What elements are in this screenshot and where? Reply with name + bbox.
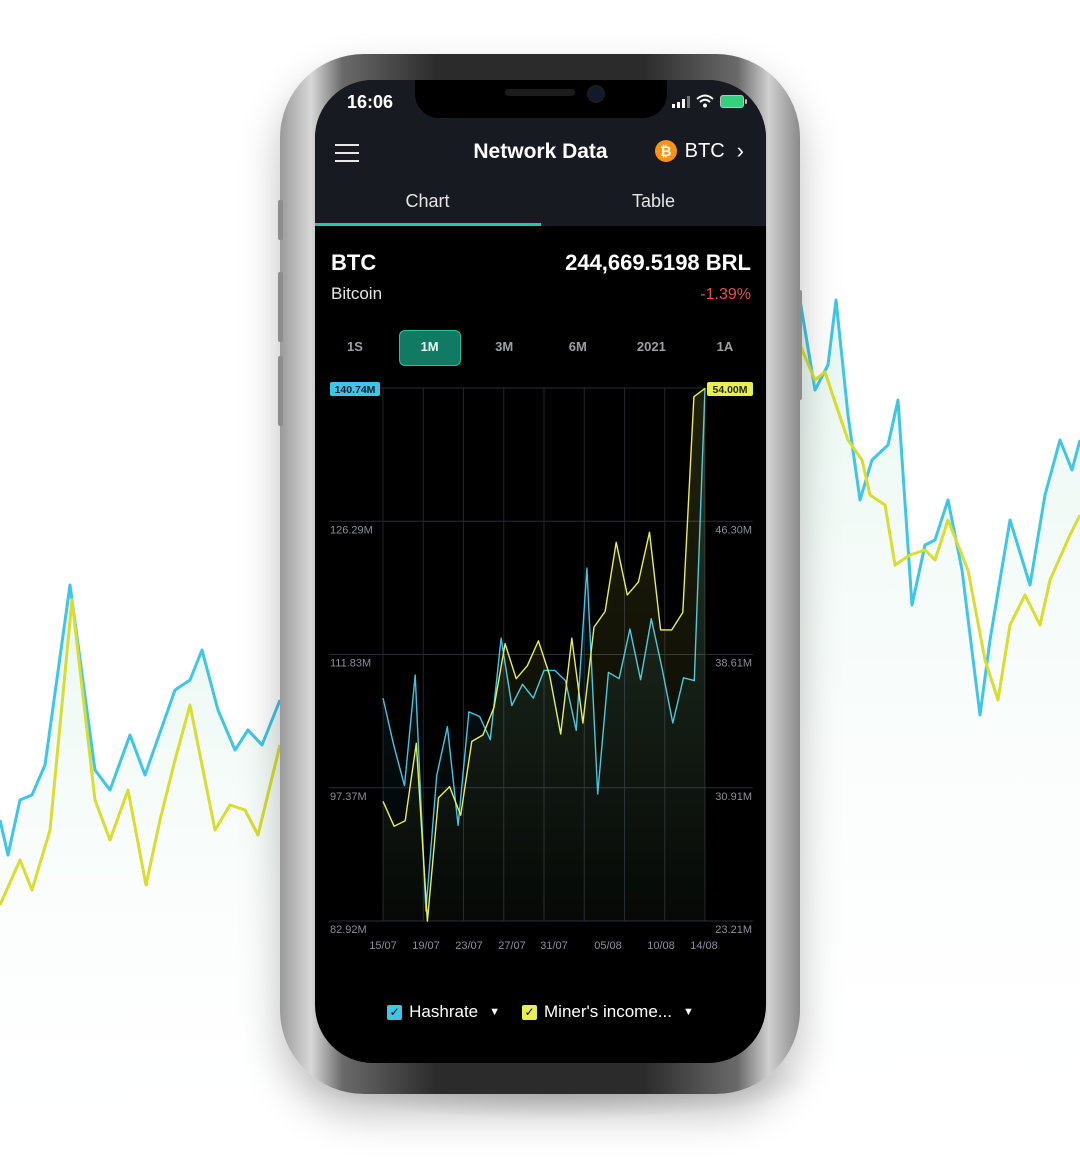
active-tab-indicator [315,223,541,226]
period-button-6m[interactable]: 6M [568,339,587,354]
background-line-left-blue [0,583,282,857]
left-axis-tick-label: 126.29M [330,524,373,536]
background-line-right-blue [798,298,1080,717]
right-max-badge-bg [707,382,753,396]
tab-chart[interactable]: Chart [405,191,450,211]
phone-power-button [797,290,802,400]
status-icons [672,94,747,108]
background-line-right-yellow [798,344,1080,702]
period-button-3m[interactable]: 3M [495,339,514,354]
cellular-signal-icon [672,96,690,108]
background-line-left-yellow [0,598,282,906]
legend-label-hashrate: Hashrate [409,1002,479,1021]
legend-label-miners-income: Miner's income... [544,1002,672,1021]
coin-price: 244,669.5198 BRL [565,250,751,275]
phone-mute-switch [278,200,283,240]
left-axis-tick-label: 82.92M [330,924,367,936]
right-axis-tick-label: 23.21M [715,924,752,936]
series-area-miners-income [383,388,705,922]
x-axis-tick-label: 14/08 [690,940,718,952]
left-axis-tick-label: 111.83M [330,658,371,670]
bitcoin-icon: ₿ [654,140,677,162]
left-axis-tick-label: 97.37M [330,791,367,803]
right-max-badge: 54.00M [707,382,753,396]
left-max-badge: 140.74M [330,382,380,396]
legend-item-hashrate[interactable]: ✓ Hashrate ▼ [387,1002,500,1022]
background-area-right [800,300,1080,1164]
right-axis-tick-label: 46.30M [715,524,752,536]
phone-speaker [505,89,575,96]
x-axis-tick-label: 15/07 [369,940,397,952]
phone-volume-down-button [278,356,283,426]
phone-notch [415,80,667,118]
coin-symbol: BTC [331,250,377,275]
chart-legend: ✓ Hashrate ▼ ✓ Miner's income... ▼ [315,1002,766,1022]
x-axis-tick-label: 05/08 [594,940,622,952]
phone-volume-up-button [278,272,283,342]
chevron-right-icon: › [736,138,744,163]
right-axis-tick-label: 30.91M [715,791,752,803]
view-tabs: Chart Table [315,180,766,226]
period-button-1s[interactable]: 1S [347,339,363,354]
x-axis-tick-label: 19/07 [412,940,440,952]
x-axis-tick-label: 23/07 [455,940,483,952]
checkbox-checked-icon[interactable]: ✓ [522,1004,538,1020]
caret-down-icon[interactable]: ▼ [489,1006,501,1018]
tab-table[interactable]: Table [631,191,676,211]
left-max-badge-label: 140.74M [335,384,376,396]
period-button-2021[interactable]: 2021 [636,339,666,354]
x-axis-tick-label: 10/08 [647,940,675,952]
right-axis-tick-label: 38.61M [715,658,752,670]
background-area-left [0,585,280,1164]
period-selector: 1S 1M 3M 6M 2021 1A [325,330,755,366]
x-axis-tick-label: 31/07 [540,940,568,952]
caret-down-icon[interactable]: ▼ [682,1006,694,1018]
checkbox-checked-icon[interactable]: ✓ [387,1004,403,1020]
coin-selector-button[interactable]: ₿ BTC › [654,138,744,164]
wifi-icon [696,94,714,108]
price-change: -1.39% [700,286,751,303]
coin-name: Bitcoin [331,284,383,303]
x-axis-tick-label: 27/07 [498,940,526,952]
phone-screen: 16:06 Network Data ₿ BTC › Chart [315,80,766,1063]
period-button-1a[interactable]: 1A [716,339,734,354]
right-max-badge-label: 54.00M [712,384,747,396]
period-button-1m[interactable]: 1M [398,330,461,366]
phone-camera [587,85,605,103]
app-header: Network Data ₿ BTC › [315,126,766,180]
hamburger-menu-icon[interactable] [335,144,359,162]
legend-item-miners-income[interactable]: ✓ Miner's income... ▼ [522,1002,694,1022]
status-time: 16:06 [347,92,394,112]
battery-charging-icon [720,95,747,108]
network-data-chart[interactable]: 82.92M 97.37M 111.83M 126.29M 23.21M 30.91M 38… [315,376,766,966]
series-line-miners-income [382,387,706,922]
coin-selector-label: BTC [684,139,725,162]
left-max-badge-bg [330,382,380,396]
